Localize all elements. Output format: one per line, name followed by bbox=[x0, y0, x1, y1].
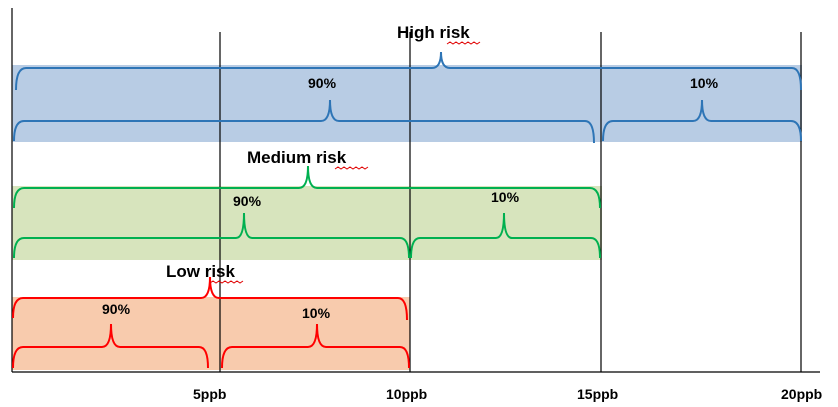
medium-risk-underline bbox=[334, 166, 369, 170]
high-risk-brackets bbox=[13, 51, 802, 144]
low-risk-10pct-bracket bbox=[221, 323, 410, 369]
medium-risk-10pct-bracket bbox=[410, 212, 601, 259]
high-risk-10pct-bracket bbox=[602, 99, 802, 142]
tick-label-10ppb: 10ppb bbox=[386, 386, 427, 402]
gridlines bbox=[11, 8, 820, 373]
high-risk-band bbox=[12, 65, 802, 142]
low-risk-brackets bbox=[12, 276, 410, 369]
low-risk-label: Low risk bbox=[166, 262, 236, 281]
low-risk-total-bracket bbox=[12, 276, 408, 321]
high-risk-90pct-bracket bbox=[13, 99, 595, 144]
high-risk-total-bracket bbox=[15, 51, 802, 91]
tick-label-15ppb: 15ppb bbox=[577, 386, 618, 402]
low-risk-90pct-label: 90% bbox=[102, 301, 131, 317]
low-risk-90pct-bracket bbox=[12, 323, 209, 369]
medium-risk-90pct-label: 90% bbox=[233, 193, 262, 209]
low-risk-band bbox=[12, 297, 410, 370]
high-risk-underline bbox=[446, 41, 481, 45]
tick-label-20ppb: 20ppb bbox=[781, 386, 822, 402]
high-risk-90pct-label: 90% bbox=[308, 75, 337, 91]
medium-risk-90pct-bracket bbox=[13, 212, 410, 259]
low-risk-10pct-label: 10% bbox=[302, 305, 331, 321]
medium-risk-label: Medium risk bbox=[247, 148, 347, 167]
high-risk-label: High risk bbox=[397, 23, 470, 42]
medium-risk-total-bracket bbox=[13, 165, 601, 209]
medium-risk-brackets bbox=[13, 165, 601, 259]
low-risk-underline bbox=[209, 280, 244, 284]
medium-risk-10pct-label: 10% bbox=[491, 189, 520, 205]
high-risk-10pct-label: 10% bbox=[690, 75, 719, 91]
tick-label-5ppb: 5ppb bbox=[193, 386, 226, 402]
spellcheck-underlines bbox=[209, 41, 481, 284]
